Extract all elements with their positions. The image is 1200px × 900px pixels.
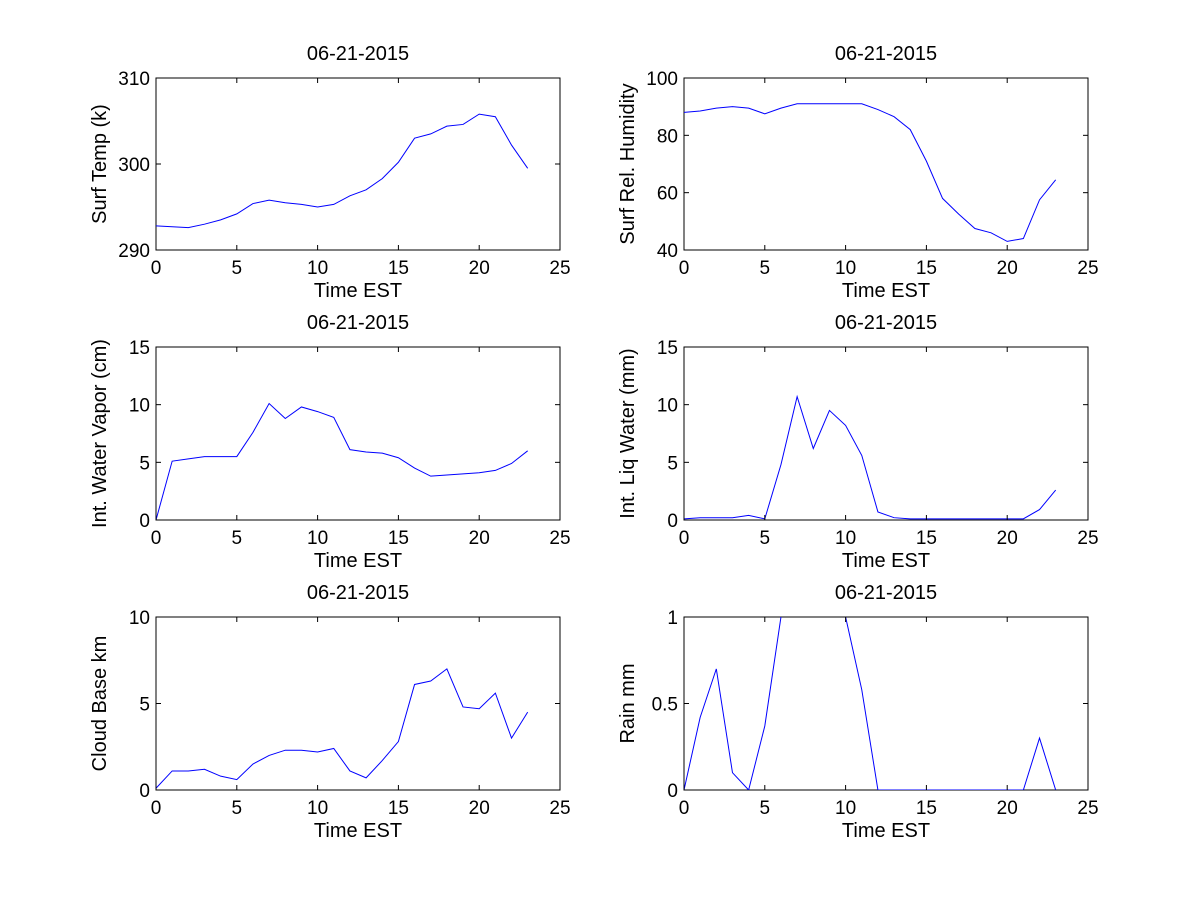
x-axis-label: Time EST — [842, 820, 930, 842]
y-tick-label: 0 — [667, 511, 678, 532]
subplot-surf-temp: 0 5 10 15 20 25 290 300 310 06-21-2015 Time EST Sur… — [89, 43, 571, 302]
x-axis-label: Time EST — [314, 280, 402, 302]
x-tick-label: 10 — [307, 258, 328, 279]
x-tick-label: 15 — [916, 528, 937, 549]
x-tick-label: 15 — [388, 798, 409, 819]
x-tick-label: 10 — [835, 258, 856, 279]
chart-title: 06-21-2015 — [307, 582, 409, 604]
x-tick-label: 0 — [151, 798, 162, 819]
y-tick-label: 40 — [657, 241, 678, 262]
chart-title: 06-21-2015 — [835, 582, 937, 604]
series-line-int-water-vapor — [156, 402, 528, 520]
x-tick-label: 10 — [835, 798, 856, 819]
y-axis-label: Int. Liq Water (mm) — [617, 348, 639, 518]
x-tick-label: 15 — [916, 258, 937, 279]
x-tick-label: 20 — [997, 528, 1018, 549]
y-tick-label: 310 — [118, 69, 150, 90]
y-tick-label: 15 — [657, 338, 678, 359]
x-tick-label: 0 — [151, 258, 162, 279]
y-axis-label: Int. Water Vapor (cm) — [89, 339, 111, 528]
y-tick-label: 1 — [667, 608, 678, 629]
x-tick-label: 10 — [835, 528, 856, 549]
subplot-rain: 0 5 10 15 20 25 0 0.5 1 06-21-2015 Time EST Rain mm — [617, 582, 1099, 842]
y-tick-label: 5 — [139, 695, 150, 716]
x-tick-label: 0 — [679, 528, 690, 549]
x-tick-label: 20 — [469, 258, 490, 279]
x-tick-label: 5 — [760, 258, 771, 279]
x-tick-label: 5 — [760, 798, 771, 819]
y-tick-label: 5 — [667, 453, 678, 474]
y-tick-label: 300 — [118, 155, 150, 176]
y-tick-label: 5 — [139, 453, 150, 474]
axes-box — [155, 346, 561, 521]
y-tick-label: 80 — [657, 126, 678, 147]
chart-title: 06-21-2015 — [307, 312, 409, 334]
axes-box — [155, 77, 561, 251]
x-tick-label: 25 — [549, 528, 570, 549]
y-axis-label: Rain mm — [617, 663, 639, 743]
x-tick-label: 10 — [307, 798, 328, 819]
y-tick-label: 100 — [646, 69, 678, 90]
axes-box — [683, 77, 1089, 251]
x-tick-label: 25 — [549, 258, 570, 279]
y-tick-label: 0 — [139, 511, 150, 532]
subplot-int-water-vapor: 0 5 10 15 20 25 0 5 10 15 06-21-2015 Time EST Int. W… — [89, 312, 571, 572]
series-line-surf-temp — [156, 113, 529, 229]
y-tick-label: 0.5 — [652, 695, 678, 716]
x-tick-label: 25 — [1077, 258, 1098, 279]
y-tick-label: 10 — [657, 396, 678, 417]
y-tick-label: 15 — [129, 338, 150, 359]
axes-box — [683, 346, 1089, 521]
chart-title: 06-21-2015 — [835, 43, 937, 65]
x-axis-label: Time EST — [842, 280, 930, 302]
x-tick-label: 10 — [307, 528, 328, 549]
y-tick-label: 10 — [129, 396, 150, 417]
x-tick-label: 0 — [679, 258, 690, 279]
x-tick-label: 0 — [151, 528, 162, 549]
axes-box — [155, 616, 561, 791]
x-tick-label: 5 — [760, 528, 771, 549]
y-tick-label: 0 — [667, 781, 678, 802]
y-tick-label: 10 — [129, 608, 150, 629]
x-tick-label: 5 — [232, 798, 243, 819]
subplot-surf-rel-humidity: 0 5 10 15 20 25 40 60 80 100 06-21-2015 Time EST Sur… — [617, 43, 1099, 302]
x-tick-label: 20 — [997, 258, 1018, 279]
subplot-cloud-base: 0 5 10 15 20 25 0 5 10 06-21-2015 Time EST Cloud Ba… — [89, 582, 571, 842]
x-tick-label: 15 — [916, 798, 937, 819]
y-axis-label: Cloud Base km — [89, 636, 111, 772]
chart-title: 06-21-2015 — [835, 312, 937, 334]
x-tick-label: 0 — [679, 798, 690, 819]
x-tick-label: 15 — [388, 528, 409, 549]
series-line-rain — [684, 617, 1057, 790]
subplot-int-liq-water: 0 5 10 15 20 25 0 5 10 15 06-21-2015 Time EST Int. L… — [617, 312, 1099, 572]
x-tick-label: 5 — [232, 528, 243, 549]
y-axis-label: Surf Temp (k) — [89, 104, 111, 224]
x-tick-label: 25 — [1077, 798, 1098, 819]
series-line-cloud-base — [156, 668, 529, 789]
x-axis-label: Time EST — [842, 550, 930, 572]
chart-title: 06-21-2015 — [307, 43, 409, 65]
x-tick-label: 25 — [1077, 528, 1098, 549]
x-tick-label: 20 — [469, 798, 490, 819]
axes-box — [683, 616, 1089, 791]
y-tick-label: 0 — [139, 781, 150, 802]
x-tick-label: 20 — [469, 528, 490, 549]
series-line-int-liq-water — [684, 394, 1057, 520]
y-tick-label: 60 — [657, 184, 678, 205]
x-tick-label: 5 — [232, 258, 243, 279]
y-axis-label: Surf Rel. Humidity — [617, 83, 639, 244]
x-axis-label: Time EST — [314, 550, 402, 572]
x-axis-label: Time EST — [314, 820, 402, 842]
y-tick-label: 290 — [118, 241, 150, 262]
x-tick-label: 20 — [997, 798, 1018, 819]
series-line-surf-rel-humidity — [684, 103, 1057, 242]
x-tick-label: 25 — [549, 798, 570, 819]
x-tick-label: 15 — [388, 258, 409, 279]
